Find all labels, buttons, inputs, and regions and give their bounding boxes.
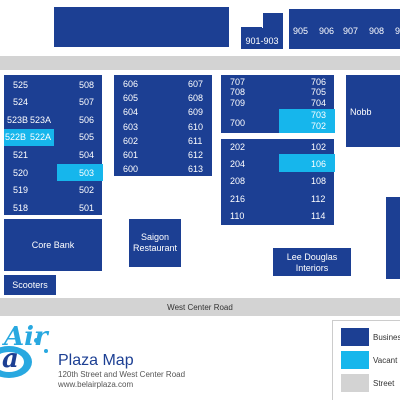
- unit-502: 502: [79, 185, 95, 195]
- legend-business-label: Busines: [373, 333, 400, 342]
- unit-522b: 522B: [5, 132, 27, 142]
- unit-603: 603: [123, 122, 139, 132]
- unit-611: 611: [188, 136, 203, 146]
- unit-600: 600: [123, 164, 139, 174]
- unit-601: 601: [123, 150, 139, 160]
- unit-202: 202: [230, 142, 246, 152]
- plaza-map-title: Plaza Map: [58, 352, 134, 369]
- store-lee-douglas-interiors[interactable]: Lee Douglas Interiors: [272, 247, 352, 277]
- plaza-website-link[interactable]: www.belairplaza.com: [58, 380, 134, 389]
- unit-106: 106: [311, 159, 327, 169]
- parking-lane-top: [0, 56, 400, 70]
- logo-a: a: [2, 344, 19, 374]
- unit-523b: 523B: [7, 115, 29, 125]
- logo-air: Air: [4, 322, 48, 352]
- unit-525: 525: [13, 80, 29, 90]
- store-saigon-label: Saigon Restaurant: [132, 232, 178, 253]
- store-core-bank[interactable]: Core Bank: [3, 218, 103, 272]
- unit-706: 706: [311, 77, 327, 87]
- unit-607: 607: [188, 79, 204, 89]
- building-901-903-tower: [262, 12, 284, 28]
- unit-521: 521: [13, 150, 29, 160]
- unit-507: 507: [79, 97, 95, 107]
- vacant-106: [279, 154, 335, 172]
- store-lee-douglas-label: Lee Douglas Interiors: [286, 252, 338, 273]
- block-500[interactable]: 525 524 523B 523A 522B 522A 521 520 519 …: [3, 74, 103, 216]
- unit-501: 501: [79, 203, 95, 213]
- block-600[interactable]: 606 605 604 603 602 601 600 607 608 609 …: [113, 74, 213, 177]
- unit-505: 505: [79, 132, 95, 142]
- unit-609: 609: [188, 107, 204, 117]
- building-right-lower: [385, 196, 400, 280]
- unit-602: 602: [123, 136, 139, 146]
- vacant-522b-522a: [4, 129, 54, 146]
- store-core-bank-label: Core Bank: [31, 240, 75, 250]
- legend-swatch-vacant: [341, 351, 369, 369]
- unit-700: 700: [230, 118, 246, 128]
- store-scooters[interactable]: Scooters: [3, 274, 57, 296]
- unit-705: 705: [311, 87, 327, 97]
- unit-709: 709: [230, 98, 246, 108]
- road-label: West Center Road: [167, 303, 233, 312]
- logo-dot-small: [44, 349, 48, 353]
- west-center-road: [0, 298, 400, 316]
- unit-702: 702: [311, 121, 327, 131]
- unit-522a: 522A: [30, 132, 52, 142]
- legend-swatch-business: [341, 328, 369, 346]
- unit-906: 906: [319, 26, 335, 36]
- store-nobbs[interactable]: Nobb: [345, 74, 400, 148]
- legend-street-label: Street: [373, 379, 395, 388]
- logo-swoosh-inner: [0, 352, 24, 372]
- unit-606: 606: [123, 79, 139, 89]
- unit-208: 208: [230, 176, 246, 186]
- plaza-address-line: 120th Street and West Center Road: [58, 370, 186, 379]
- unit-110: 110: [230, 211, 245, 221]
- unit-612: 612: [188, 150, 204, 160]
- unit-520: 520: [13, 168, 29, 178]
- vacant-703-702: [279, 109, 335, 133]
- store-scooters-label: Scooters: [12, 280, 48, 290]
- unit-204: 204: [230, 159, 246, 169]
- building-top-left: [53, 6, 230, 48]
- unit-108: 108: [311, 176, 327, 186]
- unit-703: 703: [311, 110, 327, 120]
- unit-708: 708: [230, 87, 246, 97]
- logo-dot: [34, 338, 39, 343]
- unit-114: 114: [311, 211, 326, 221]
- store-nobbs-label: Nobb: [350, 107, 372, 117]
- unit-605: 605: [123, 93, 139, 103]
- vacant-503: [57, 164, 103, 181]
- unit-519: 519: [13, 185, 29, 195]
- unit-907: 907: [343, 26, 359, 36]
- unit-506: 506: [79, 115, 95, 125]
- unit-216: 216: [230, 194, 246, 204]
- store-saigon-restaurant[interactable]: Saigon Restaurant: [128, 218, 182, 268]
- legend-swatch-street: [341, 374, 369, 392]
- unit-604: 604: [123, 107, 139, 117]
- building-900s[interactable]: 905 906 907 908 909: [288, 8, 400, 50]
- unit-909: 909: [395, 26, 400, 36]
- unit-905: 905: [293, 26, 309, 36]
- unit-112: 112: [311, 194, 326, 204]
- legend-vacant-label: Vacant: [373, 356, 398, 365]
- unit-608: 608: [188, 93, 204, 103]
- unit-102: 102: [311, 142, 327, 152]
- unit-524: 524: [13, 97, 29, 107]
- unit-704: 704: [311, 98, 327, 108]
- unit-908: 908: [369, 26, 385, 36]
- block-100[interactable]: 202 204 208 216 110 102 106 108 112 114: [220, 138, 335, 226]
- unit-613: 613: [188, 164, 204, 174]
- unit-707: 707: [230, 77, 246, 87]
- unit-503: 503: [79, 168, 95, 178]
- unit-504: 504: [79, 150, 95, 160]
- unit-523a: 523A: [30, 115, 52, 125]
- plaza-address: 120th Street and West Center Road www.be…: [58, 370, 185, 390]
- unit-508: 508: [79, 80, 95, 90]
- unit-901-903-label: 901-903: [245, 36, 279, 46]
- unit-518: 518: [13, 203, 29, 213]
- unit-610: 610: [188, 122, 204, 132]
- building-901-903[interactable]: 901-903: [240, 26, 284, 50]
- block-700[interactable]: 707 708 709 700 706 705 704 703 702: [220, 74, 335, 134]
